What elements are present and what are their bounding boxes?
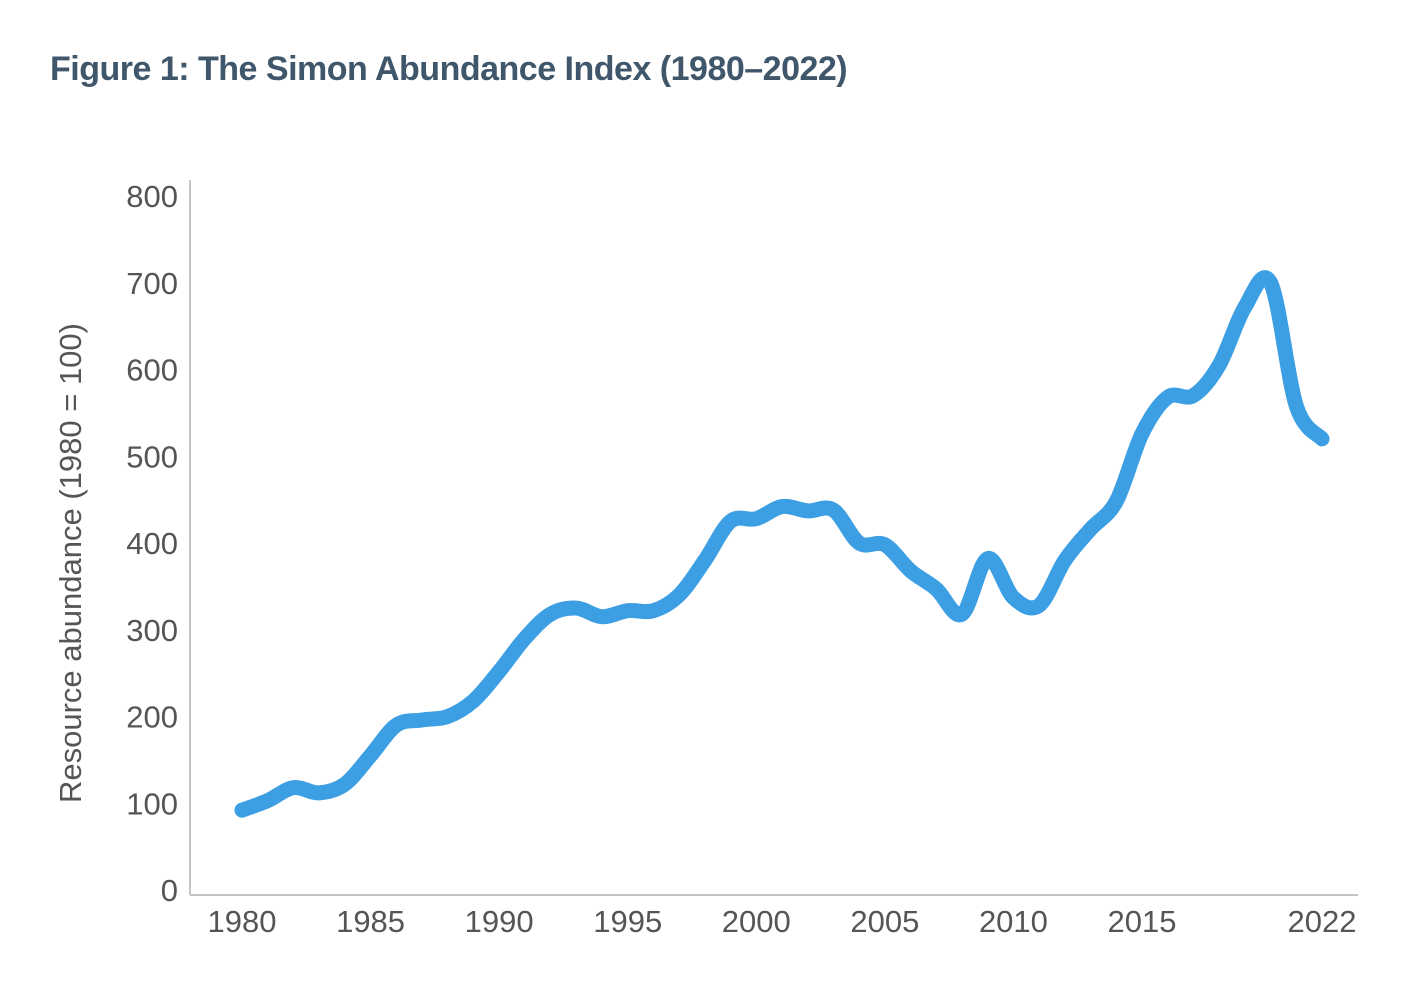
x-tick-label: 1995 (593, 904, 662, 939)
y-tick-label: 300 (126, 613, 178, 648)
x-tick-label: 2000 (722, 904, 791, 939)
x-tick-label: 2005 (850, 904, 919, 939)
x-tick-label: 1980 (208, 904, 277, 939)
chart-title: Figure 1: The Simon Abundance Index (198… (50, 50, 848, 88)
y-axis-labels: 0 100 200 300 400 500 600 700 800 (126, 179, 178, 908)
y-tick-label: 0 (161, 873, 178, 908)
x-tick-label: 2015 (1108, 904, 1177, 939)
y-tick-label: 700 (126, 266, 178, 301)
x-tick-label: 1985 (336, 904, 405, 939)
y-axis-title: Resource abundance (1980 = 100) (53, 323, 88, 803)
x-tick-label: 2022 (1288, 904, 1357, 939)
series-layer (234, 270, 1330, 818)
y-tick-label: 500 (126, 439, 178, 474)
x-tick-label: 1990 (465, 904, 534, 939)
x-tick-label: 2010 (979, 904, 1048, 939)
y-tick-label: 800 (126, 179, 178, 214)
y-tick-label: 100 (126, 786, 178, 821)
series-line (234, 270, 1330, 818)
y-tick-label: 200 (126, 700, 178, 735)
x-axis-labels: 1980 1985 1990 1995 2000 2005 2010 2015 2022 (208, 904, 1357, 939)
y-tick-label: 400 (126, 526, 178, 561)
y-tick-label: 600 (126, 353, 178, 388)
